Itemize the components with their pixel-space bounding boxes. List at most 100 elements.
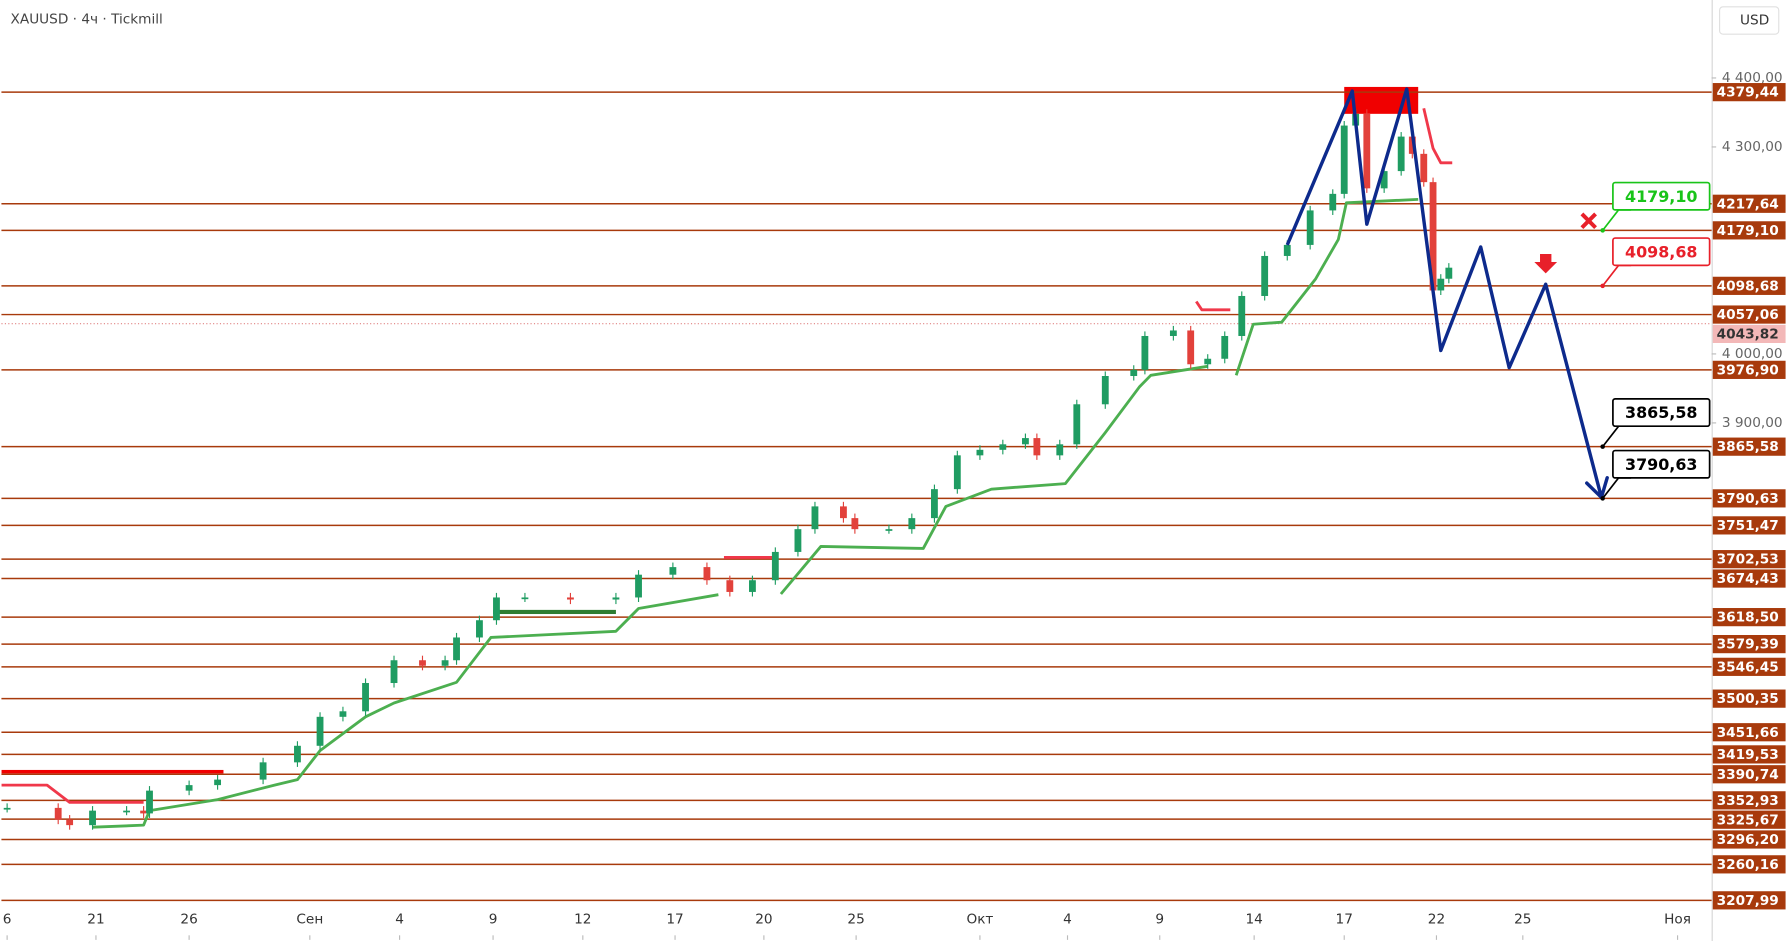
candle [1380,171,1388,189]
x-tick-label: 17 [1336,911,1353,927]
currency-box[interactable] [1719,6,1780,35]
candle [362,683,369,712]
x-tick-label: 12 [574,911,591,927]
level-label: 3751,47 [1717,518,1779,534]
candle [1363,113,1371,189]
level-label: 3865,58 [1717,439,1779,455]
callout-box [1612,181,1711,211]
level-label-box [1712,657,1786,676]
candle [749,580,756,592]
chart-title: XAUUSD · 4ч · Tickmill [11,11,163,27]
candle [146,790,153,814]
candle [1283,244,1291,256]
candle [771,551,779,581]
candle [1238,295,1246,336]
level-label: 3260,16 [1717,857,1779,873]
candle [908,518,916,530]
level-label: 3325,67 [1717,812,1779,828]
support-line [779,364,1208,595]
x-tick-label: 9 [1155,911,1164,927]
candle [390,660,398,684]
callout-label: 4179,10 [1625,187,1697,206]
x-tick-label: 25 [1514,911,1531,927]
level-label-box [1712,765,1786,784]
projection-arrowhead [1599,476,1609,500]
y-tick-label: 4 000,00 [1722,346,1783,362]
level-label-box [1712,194,1786,213]
candle [1437,278,1445,291]
level-label: 4179,10 [1717,223,1779,239]
x-tick-label: 25 [847,911,864,927]
level-label-box [1712,550,1786,569]
candle [1397,136,1405,172]
candle [612,597,620,600]
candle [339,711,347,717]
zone [1,769,224,774]
level-label: 3451,66 [1717,725,1779,741]
candle [3,807,11,810]
callout-box [1612,449,1711,479]
level-label-box [1712,569,1786,588]
level-label: 3546,45 [1717,659,1779,675]
callout-label: 3865,58 [1625,403,1697,422]
candle [885,529,893,531]
level-label-box [1712,83,1786,102]
candle [1204,358,1212,365]
level-label-box [1712,830,1786,849]
candle [1329,193,1337,211]
candle [185,785,193,791]
x-tick-label: 9 [489,911,498,927]
last-price-label-box [1712,324,1786,344]
level-label: 3500,35 [1717,691,1779,707]
callout-point [1600,228,1605,233]
y-tick-label: 4 300,00 [1722,139,1783,155]
resistance-line [1422,107,1453,165]
level-label-box [1712,305,1786,324]
candle [1130,369,1138,377]
x-tick-label: 4 [1063,911,1072,927]
level-label: 3352,93 [1717,793,1779,809]
candle [703,567,711,581]
level-label: 3618,50 [1717,610,1779,626]
marker-cross [1580,212,1597,230]
candle [1022,438,1029,445]
candle [794,529,802,552]
last-price-label: 4043,82 [1717,326,1779,342]
candle [1221,335,1229,359]
candle [1445,267,1453,279]
level-label-box [1712,276,1786,295]
level-label-box [1712,689,1786,708]
candle [726,580,734,592]
projection-arrowhead [1585,481,1604,500]
x-tick-label: 4 [395,911,404,927]
candle [1056,444,1064,456]
level-label-box [1712,855,1786,874]
callout-point [1600,444,1605,449]
candle [521,597,529,600]
candle [1187,330,1195,365]
resistance-line [1195,300,1231,312]
x-tick-label: 22 [1428,911,1445,927]
x-tick-label: 20 [755,911,772,927]
projection-line [1285,87,1604,498]
candle [976,449,984,456]
level-label: 3790,63 [1717,491,1779,507]
callout-label: 3790,63 [1625,455,1697,474]
candle [453,637,460,661]
candle [294,745,301,763]
candle [1033,438,1041,456]
currency[interactable]: USD [1740,12,1769,28]
candle [316,716,324,746]
level-label: 4217,64 [1717,196,1779,212]
candle [567,597,574,600]
candle [441,660,449,666]
candle [123,810,131,813]
x-tick-label: Сен [296,911,323,927]
candle [811,506,819,530]
level-label: 3390,74 [1717,767,1779,783]
candle [1306,210,1314,245]
candle [840,506,847,519]
candle [953,455,961,490]
level-label-box [1712,745,1786,764]
